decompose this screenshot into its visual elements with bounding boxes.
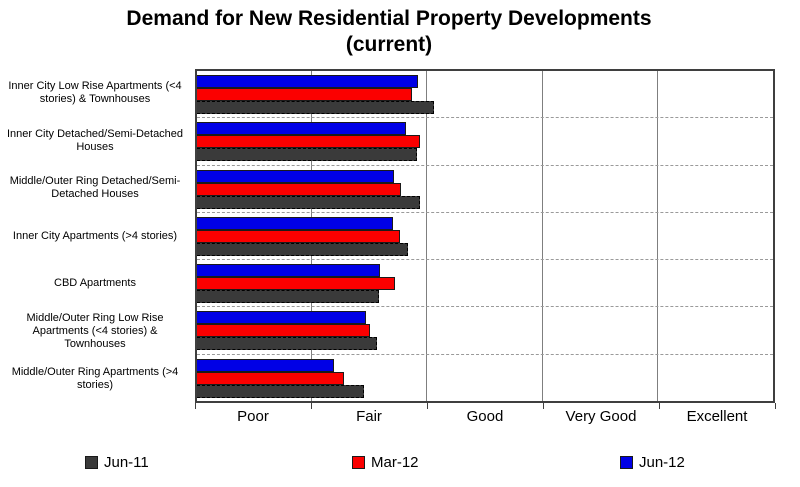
bar-jun12 <box>197 311 367 325</box>
chart-title-line1: Demand for New Residential Property Deve… <box>126 7 652 30</box>
axis-tick <box>427 403 428 409</box>
bar-mar12 <box>197 229 400 243</box>
axis-tick <box>775 403 776 409</box>
chart-title: Demand for New Residential Property Deve… <box>0 6 778 58</box>
bar-jun11 <box>197 101 435 114</box>
legend-label: Mar-12 <box>371 454 419 471</box>
axis-tick <box>659 403 660 409</box>
bar-jun12 <box>197 169 394 183</box>
bar-group <box>197 118 773 166</box>
bar-group <box>197 260 773 308</box>
category-label: Middle/Outer Ring Low Rise Apartments (<… <box>26 311 164 350</box>
bar-jun12 <box>197 216 393 230</box>
bar-rows <box>197 71 773 401</box>
axis-tick <box>195 403 196 409</box>
x-axis-label: Poor <box>237 408 269 425</box>
category-label: CBD Apartments <box>54 277 136 290</box>
x-axis-label: Fair <box>356 408 382 425</box>
legend: Jun-11 Mar-12 Jun-12 <box>0 454 800 478</box>
legend-label: Jun-11 <box>104 454 149 471</box>
bar-mar12 <box>197 324 370 338</box>
axis-tick <box>543 403 544 409</box>
x-axis-labels: Poor Fair Good Very Good Excellent <box>195 408 775 425</box>
bar-jun11 <box>197 290 380 304</box>
bar-group <box>197 307 773 355</box>
bar-jun11 <box>197 384 365 398</box>
bar-mar12 <box>197 182 401 196</box>
category-label: Inner City Detached/Semi-Detached Houses <box>6 127 184 153</box>
plot-area <box>195 69 775 403</box>
legend-swatch-icon <box>620 456 633 469</box>
chart-title-line2: (current) <box>345 33 433 56</box>
bar-group <box>197 355 773 401</box>
bar-mar12 <box>197 277 396 291</box>
legend-swatch-icon <box>352 456 365 469</box>
category-axis-labels: Inner City Low Rise Apartments (<4 stori… <box>2 69 188 403</box>
bar-group <box>197 71 773 119</box>
bar-jun11 <box>197 337 377 351</box>
bar-group <box>197 213 773 261</box>
gridline <box>426 71 428 401</box>
gridline <box>656 71 658 401</box>
category-label: Inner City Low Rise Apartments (<4 stori… <box>8 79 182 105</box>
category-label: Middle/Outer Ring Detached/Semi-Detached… <box>9 175 181 201</box>
gridline <box>541 71 543 401</box>
category-label: Inner City Apartments (>4 stories) <box>12 229 178 242</box>
bar-jun12 <box>197 264 381 278</box>
bar-jun12 <box>197 358 335 372</box>
bar-jun11 <box>197 195 421 209</box>
bar-mar12 <box>197 371 345 385</box>
bar-jun11 <box>197 242 408 256</box>
bar-jun12 <box>197 75 419 88</box>
bar-mar12 <box>197 135 421 149</box>
legend-swatch-icon <box>85 456 98 469</box>
bar-group <box>197 166 773 213</box>
x-axis-label: Very Good <box>565 408 637 425</box>
bar-jun11 <box>197 148 418 162</box>
category-label: Middle/Outer Ring Apartments (>4 stories… <box>11 366 179 392</box>
legend-item: Jun-11 <box>85 454 149 471</box>
x-axis-label: Excellent <box>686 408 748 425</box>
bar-mar12 <box>197 88 413 101</box>
axis-tick <box>311 403 312 409</box>
legend-item: Jun-12 <box>620 454 685 471</box>
bar-jun12 <box>197 122 406 136</box>
x-axis-label: Good <box>466 408 504 425</box>
legend-item: Mar-12 <box>352 454 419 471</box>
legend-label: Jun-12 <box>639 454 685 471</box>
